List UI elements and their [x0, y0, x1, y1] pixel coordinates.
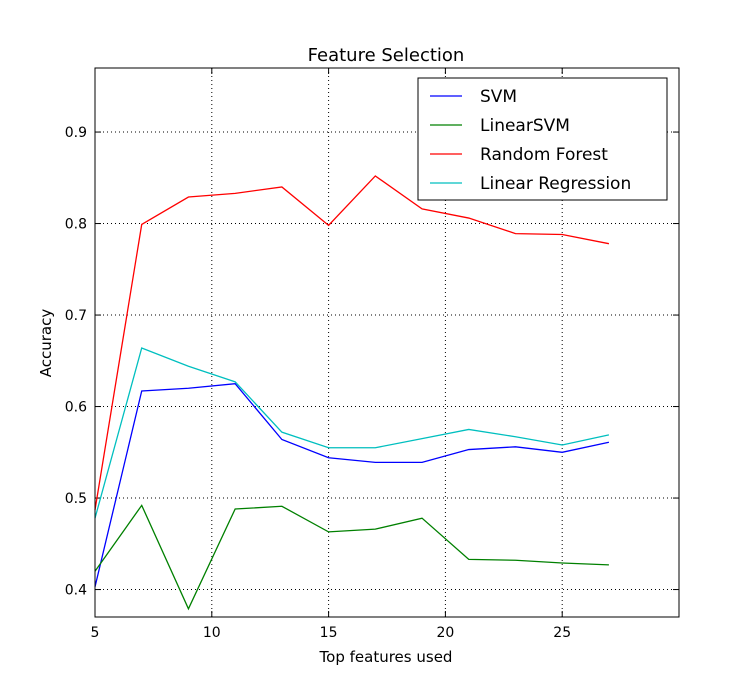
y-tick-label: 0.7 [65, 308, 87, 324]
y-tick-label: 0.5 [65, 491, 87, 507]
series-layer [94, 175, 610, 611]
legend: SVM LinearSVM Random Forest Linear Regressi… [417, 77, 668, 201]
y-tick-label: 0.9 [65, 125, 87, 141]
y-tick-label: 0.8 [65, 217, 87, 233]
y-tick-label: 0.4 [65, 583, 87, 599]
legend-label-linearsvm: LinearSVM [480, 116, 570, 136]
x-tick-label: 5 [91, 625, 100, 641]
y-axis-label: Accuracy [37, 309, 55, 378]
series-line-random-forest [94, 175, 610, 511]
series-line-svm [94, 382, 610, 587]
series-line-linear-regression [94, 347, 610, 519]
legend-box [417, 77, 668, 201]
series-line-linearsvm [94, 504, 609, 611]
x-tick-label: 10 [203, 625, 221, 641]
legend-label-svm: SVM [480, 87, 517, 107]
x-tick-label: 20 [436, 625, 454, 641]
y-tick-label: 0.6 [65, 400, 87, 416]
grid-layer [94, 68, 679, 617]
x-axis-label: Top features used [319, 648, 453, 666]
x-tick-label: 25 [553, 625, 571, 641]
legend-label-random-forest: Random Forest [480, 145, 608, 165]
plot-frame [94, 67, 680, 618]
ticks-layer: 5 10 15 20 25 0.4 0.5 0.6 0.7 0.8 0.9 [65, 68, 679, 641]
legend-label-linear-regression: Linear Regression [480, 174, 631, 194]
chart-title: Feature Selection [308, 45, 465, 66]
x-tick-label: 15 [320, 625, 338, 641]
